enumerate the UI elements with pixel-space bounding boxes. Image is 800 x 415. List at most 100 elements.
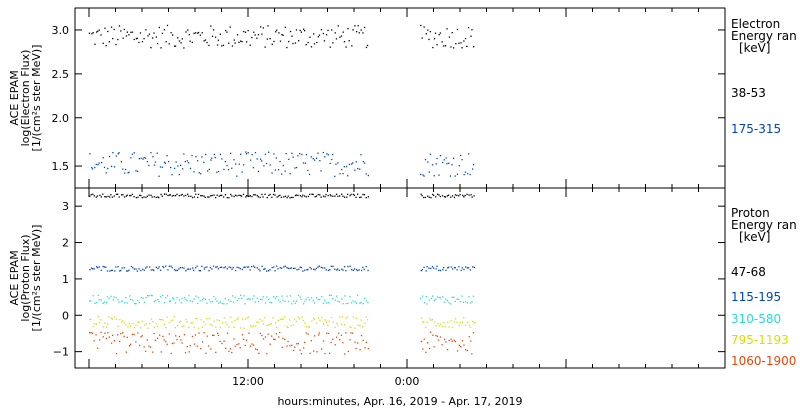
data-point xyxy=(426,321,428,324)
data-point xyxy=(454,341,457,343)
data-point xyxy=(107,332,109,334)
data-point xyxy=(324,352,326,355)
data-point xyxy=(430,297,432,300)
data-point xyxy=(228,197,230,199)
data-point xyxy=(352,332,354,334)
data-point xyxy=(126,302,128,304)
data-point xyxy=(299,195,301,197)
data-point xyxy=(305,332,307,334)
data-point xyxy=(453,266,456,269)
data-point xyxy=(170,32,172,34)
data-point xyxy=(217,39,219,41)
data-point xyxy=(246,298,248,300)
data-point xyxy=(367,174,369,177)
data-point xyxy=(448,302,450,304)
data-point xyxy=(222,44,225,46)
data-point xyxy=(92,193,94,195)
data-point xyxy=(353,194,356,196)
data-point xyxy=(176,193,178,195)
data-point xyxy=(160,296,162,298)
data-point xyxy=(427,342,429,344)
data-point xyxy=(284,170,286,172)
data-point xyxy=(305,44,307,46)
data-point xyxy=(102,302,104,304)
data-point xyxy=(141,335,143,337)
data-point xyxy=(130,157,132,159)
data-point xyxy=(260,26,262,28)
data-point xyxy=(244,344,246,347)
data-point xyxy=(461,267,463,269)
data-point xyxy=(111,269,113,271)
data-point xyxy=(114,316,116,318)
data-point xyxy=(160,351,162,353)
data-point xyxy=(112,299,114,301)
data-point xyxy=(431,318,433,321)
data-point xyxy=(286,325,288,328)
data-point xyxy=(224,321,227,324)
data-point xyxy=(458,266,460,268)
data-point xyxy=(140,269,142,272)
data-point xyxy=(110,269,112,272)
data-point xyxy=(112,37,114,40)
data-point xyxy=(243,266,245,268)
data-point xyxy=(161,32,164,34)
data-point xyxy=(291,152,293,154)
data-point xyxy=(122,194,124,196)
data-point xyxy=(221,158,223,160)
data-point xyxy=(352,316,355,318)
data-point xyxy=(197,32,199,34)
data-point xyxy=(214,36,217,38)
data-point xyxy=(463,268,465,271)
data-point xyxy=(186,160,188,162)
data-point xyxy=(288,40,290,43)
data-point xyxy=(350,193,352,196)
data-point xyxy=(228,42,230,44)
data-point xyxy=(328,352,331,354)
data-point xyxy=(258,352,260,354)
data-point xyxy=(249,44,251,46)
data-point xyxy=(364,322,366,324)
data-point xyxy=(301,196,303,198)
data-point xyxy=(427,161,429,163)
data-point xyxy=(340,334,343,336)
data-point xyxy=(289,345,291,347)
data-point xyxy=(332,265,334,267)
data-point xyxy=(171,195,173,197)
data-point xyxy=(423,266,425,268)
data-point xyxy=(125,35,128,37)
data-point xyxy=(251,195,253,198)
data-point xyxy=(180,42,182,44)
data-point xyxy=(291,35,293,37)
data-point xyxy=(284,316,286,318)
data-point xyxy=(365,266,367,268)
data-point xyxy=(253,344,255,346)
data-point xyxy=(105,337,108,339)
data-point xyxy=(90,332,92,334)
data-point xyxy=(341,298,343,300)
data-point xyxy=(135,268,137,270)
data-point xyxy=(193,269,195,271)
data-point xyxy=(298,268,300,270)
data-point xyxy=(337,25,339,27)
data-point xyxy=(302,270,304,272)
data-point xyxy=(266,197,268,199)
data-point xyxy=(200,173,202,175)
data-point xyxy=(300,353,303,355)
data-point xyxy=(97,347,99,349)
data-point xyxy=(361,326,364,328)
data-point xyxy=(261,193,263,196)
data-point xyxy=(428,318,431,320)
data-point xyxy=(233,159,235,161)
data-point xyxy=(247,316,250,318)
data-point xyxy=(292,156,294,158)
data-point xyxy=(215,326,217,328)
data-point xyxy=(251,343,253,345)
data-point xyxy=(450,46,452,48)
data-point xyxy=(309,36,311,38)
data-point xyxy=(128,269,130,271)
data-point xyxy=(92,268,94,270)
data-point xyxy=(456,173,459,175)
data-point xyxy=(439,297,442,299)
data-point xyxy=(172,34,174,36)
